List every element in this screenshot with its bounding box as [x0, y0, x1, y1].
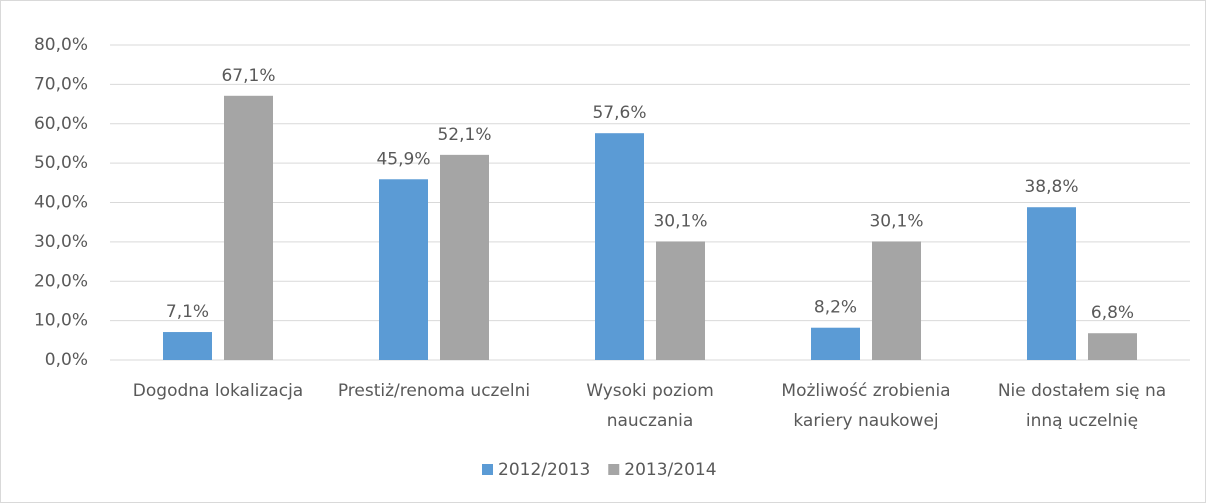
data-label: 52,1%	[437, 125, 491, 145]
bar	[379, 179, 428, 360]
y-tick-label: 30,0%	[34, 232, 88, 252]
data-label: 57,6%	[592, 103, 646, 123]
y-tick-label: 10,0%	[34, 311, 88, 331]
y-tick-label: 20,0%	[34, 271, 88, 291]
x-tick-label: Nie dostałem się na inną uczelnię	[997, 381, 1167, 431]
legend-swatch	[608, 464, 620, 475]
legend-label: 2013/2014	[624, 460, 716, 480]
bar	[811, 327, 860, 360]
legend-label: 2012/2013	[498, 460, 590, 480]
data-label: 30,1%	[653, 211, 707, 231]
y-tick-label: 80,0%	[34, 35, 88, 55]
y-tick-label: 0,0%	[45, 350, 88, 370]
data-label: 45,9%	[376, 149, 430, 169]
y-tick-label: 40,0%	[34, 193, 88, 213]
bar	[595, 133, 644, 360]
data-label: 67,1%	[221, 66, 275, 86]
x-tick-label: Dogodna lokalizacja	[132, 381, 304, 401]
bar	[872, 241, 921, 360]
legend-swatch	[482, 464, 493, 475]
y-tick-label: 60,0%	[34, 114, 88, 134]
data-label: 30,1%	[869, 211, 923, 231]
x-tick-label: Prestiż/renoma uczelni	[337, 381, 531, 401]
bar	[1088, 333, 1137, 360]
bar	[656, 241, 705, 360]
bar	[163, 332, 212, 360]
data-label: 6,8%	[1091, 303, 1134, 323]
bar	[440, 154, 489, 360]
bar	[224, 95, 273, 360]
bar	[1027, 207, 1076, 360]
x-tick-label: Wysoki poziom nauczania	[586, 381, 714, 431]
y-tick-label: 70,0%	[34, 74, 88, 94]
data-label: 38,8%	[1024, 177, 1078, 197]
data-label: 7,1%	[166, 302, 209, 322]
x-tick-label: Możliwość zrobienia kariery naukowej	[781, 381, 951, 431]
y-tick-label: 50,0%	[34, 153, 88, 173]
data-label: 8,2%	[814, 298, 857, 318]
